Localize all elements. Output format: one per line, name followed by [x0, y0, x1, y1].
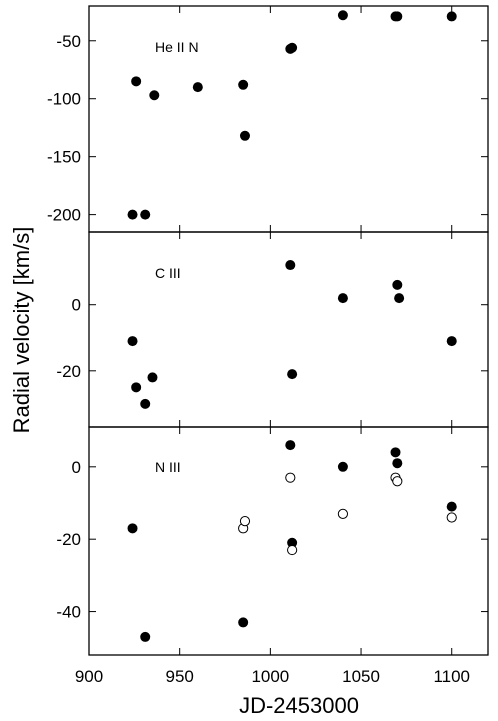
data-point-filled — [446, 11, 457, 22]
data-point-filled — [337, 461, 348, 472]
data-point-filled — [140, 631, 151, 642]
data-point-filled — [392, 279, 403, 290]
data-point-filled — [337, 10, 348, 21]
data-point-filled — [131, 76, 142, 87]
data-point-filled — [446, 336, 457, 347]
x-axis: 900 950 1000 1050 1100 — [75, 667, 470, 686]
data-point-open — [285, 472, 296, 483]
panel-frame — [88, 426, 489, 656]
data-point-open — [392, 476, 403, 487]
data-point-filled — [127, 523, 138, 534]
x-tick-label: 1050 — [342, 667, 380, 686]
data-point-filled — [392, 11, 403, 22]
x-tick-label: 1100 — [433, 667, 470, 686]
y-tick-label: -50 — [56, 32, 81, 51]
data-point-open — [446, 512, 457, 523]
panel-1: -200 -150 -100 -50 He II N — [47, 5, 489, 233]
y-tick-label: -20 — [56, 362, 81, 381]
data-point-filled — [238, 79, 249, 90]
data-point-filled — [287, 369, 298, 380]
panel-label: N III — [155, 459, 181, 475]
x-tick-label: 900 — [75, 667, 103, 686]
data-point-filled — [192, 82, 203, 93]
panel-label: C III — [155, 265, 181, 281]
panel-2: -20 0 C III — [56, 231, 489, 428]
data-point-filled — [131, 382, 142, 393]
data-point-open — [287, 544, 298, 556]
x-tick-label: 1000 — [251, 667, 289, 686]
panel-label: He II N — [155, 39, 199, 55]
data-point-filled — [149, 90, 160, 101]
y-tick-label: -20 — [56, 530, 81, 549]
panel-3: -40 -20 0 N III — [56, 426, 489, 656]
y-tick-label: 0 — [72, 296, 81, 315]
data-point-filled — [127, 336, 138, 347]
y-tick-label: 0 — [72, 458, 81, 477]
y-tick-label: -150 — [47, 148, 81, 167]
data-point-filled — [394, 293, 405, 304]
data-point-filled — [285, 440, 296, 451]
data-point-filled — [446, 501, 457, 512]
data-point-filled — [147, 372, 158, 383]
x-tick-label: 950 — [165, 667, 193, 686]
data-point-filled — [140, 209, 151, 220]
data-point-filled — [287, 537, 298, 548]
data-point-filled — [390, 447, 401, 458]
y-tick-label: -40 — [56, 603, 81, 622]
data-point-filled — [238, 617, 249, 628]
data-point-filled — [337, 293, 348, 304]
data-point-filled — [285, 260, 296, 271]
data-point-open — [239, 515, 251, 527]
y-tick-label: -200 — [47, 206, 81, 225]
y-tick-label: -100 — [47, 90, 81, 109]
y-axis-title: Radial velocity [km/s] — [9, 227, 34, 434]
data-point-filled — [140, 398, 151, 409]
x-axis-title: JD-2453000 — [239, 693, 359, 718]
data-point-filled — [392, 458, 403, 469]
data-point-open — [337, 508, 349, 519]
panel-frame — [88, 5, 489, 233]
data-point-filled — [287, 42, 298, 53]
data-point-filled — [239, 130, 250, 141]
data-point-filled — [127, 209, 138, 220]
